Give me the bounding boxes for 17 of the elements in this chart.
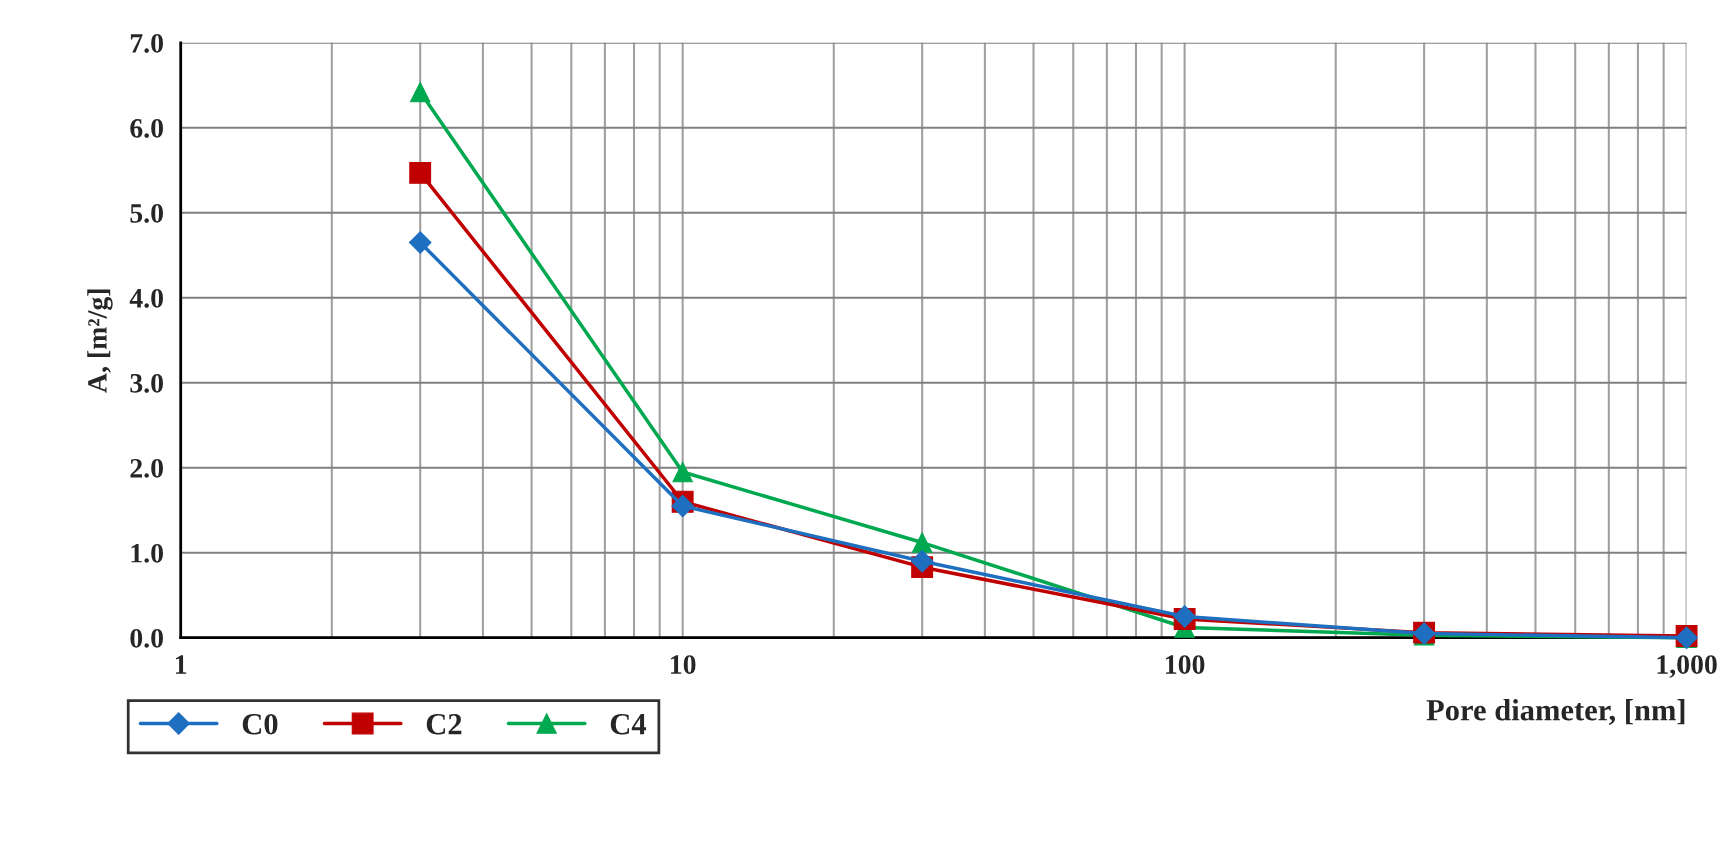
y-tick-label: 0.0 [130,628,163,648]
x-tick-label: 1 [175,655,187,674]
legend-label: C4 [610,713,647,735]
y-tick-label: 4.0 [129,288,163,308]
y-tick-label: 6.0 [130,118,163,138]
x-tick-label: 10 [671,655,696,674]
legend-label: C2 [426,713,462,735]
y-tick-label: 5.0 [130,203,163,223]
legend-label: C0 [242,713,278,735]
y-tick-label: 3.0 [130,373,163,393]
y-tick-label: 2.0 [130,458,163,478]
y-tick-label: 7.0 [130,33,163,53]
x-axis-title: Pore diameter, [nm] [1426,699,1685,725]
x-tick-label: 1,000 [1657,655,1717,678]
y-axis-title: A, [m²/g] [87,289,113,393]
y-tick-label: 1.0 [131,543,163,563]
x-tick-label: 100 [1166,655,1205,674]
